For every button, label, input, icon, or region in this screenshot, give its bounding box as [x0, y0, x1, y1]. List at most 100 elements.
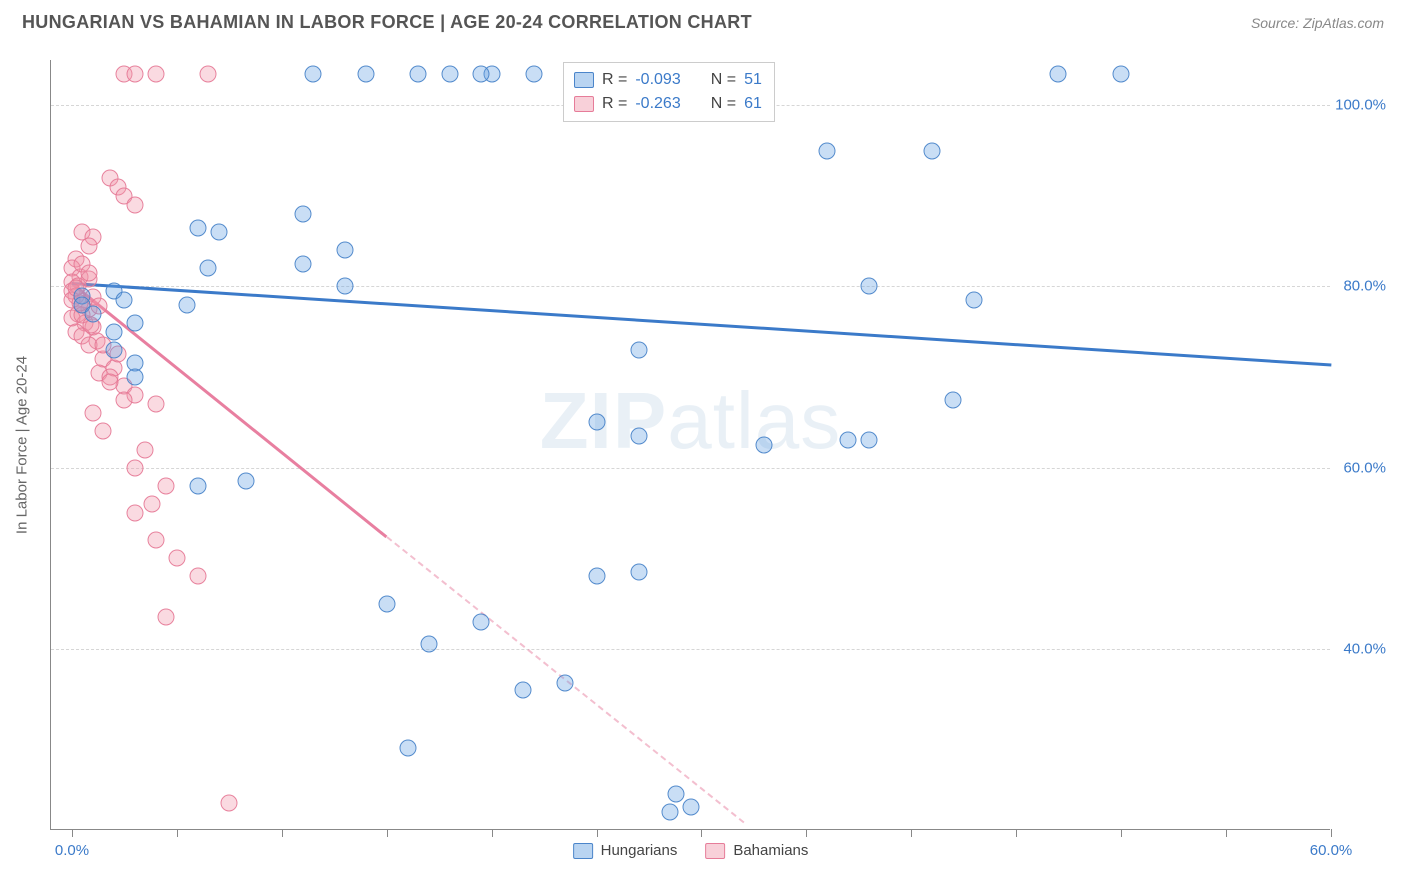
data-point-bahamians: [147, 532, 164, 549]
data-point-bahamians: [126, 196, 143, 213]
chart-title: HUNGARIAN VS BAHAMIAN IN LABOR FORCE | A…: [22, 12, 752, 33]
legend-item-blue: Hungarians: [573, 842, 678, 859]
legend-swatch: [574, 96, 594, 112]
stat-n-label: N =: [711, 95, 736, 113]
data-point-bahamians: [221, 794, 238, 811]
y-tick-label: 80.0%: [1343, 278, 1386, 295]
data-point-bahamians: [84, 405, 101, 422]
data-point-bahamians: [126, 65, 143, 82]
stat-r-value: -0.263: [635, 95, 680, 113]
data-point-hungarians: [588, 568, 605, 585]
data-point-bahamians: [168, 550, 185, 567]
data-point-hungarians: [410, 65, 427, 82]
data-point-hungarians: [557, 675, 574, 692]
x-tick: [1331, 829, 1332, 837]
data-point-hungarians: [105, 341, 122, 358]
data-point-hungarians: [336, 278, 353, 295]
data-point-hungarians: [189, 219, 206, 236]
data-point-bahamians: [143, 495, 160, 512]
data-point-hungarians: [966, 292, 983, 309]
data-point-hungarians: [238, 473, 255, 490]
plot-region: ZIPatlas 40.0%60.0%80.0%100.0%0.0%60.0%R…: [50, 60, 1330, 830]
data-point-hungarians: [668, 785, 685, 802]
data-point-bahamians: [116, 391, 133, 408]
x-tick: [1016, 829, 1017, 837]
data-point-hungarians: [525, 65, 542, 82]
x-tick: [387, 829, 388, 837]
gridline-h: [51, 468, 1330, 469]
x-tick-label: 60.0%: [1310, 842, 1353, 859]
data-point-hungarians: [399, 740, 416, 757]
watermark: ZIPatlas: [540, 375, 841, 467]
legend-swatch: [574, 72, 594, 88]
x-tick: [806, 829, 807, 837]
source-attribution: Source: ZipAtlas.com: [1251, 15, 1384, 31]
data-point-hungarians: [861, 432, 878, 449]
trend-line: [71, 282, 387, 538]
data-point-hungarians: [84, 305, 101, 322]
data-point-bahamians: [147, 65, 164, 82]
x-tick: [492, 829, 493, 837]
x-tick: [1226, 829, 1227, 837]
data-point-hungarians: [819, 142, 836, 159]
x-tick: [177, 829, 178, 837]
data-point-hungarians: [189, 477, 206, 494]
legend-swatch: [705, 843, 725, 859]
data-point-hungarians: [630, 427, 647, 444]
data-point-hungarians: [294, 206, 311, 223]
gridline-h: [51, 286, 1330, 287]
y-axis-label: In Labor Force | Age 20-24: [14, 356, 31, 534]
data-point-hungarians: [210, 224, 227, 241]
y-tick-label: 60.0%: [1343, 459, 1386, 476]
data-point-bahamians: [126, 459, 143, 476]
data-point-hungarians: [945, 391, 962, 408]
data-point-bahamians: [158, 609, 175, 626]
data-point-hungarians: [200, 260, 217, 277]
data-point-hungarians: [662, 803, 679, 820]
x-tick: [282, 829, 283, 837]
data-point-hungarians: [756, 437, 773, 454]
data-point-hungarians: [294, 255, 311, 272]
data-point-hungarians: [1113, 65, 1130, 82]
data-point-hungarians: [378, 595, 395, 612]
chart-area: In Labor Force | Age 20-24 ZIPatlas 40.0…: [40, 50, 1380, 840]
y-tick-label: 40.0%: [1343, 640, 1386, 657]
x-tick: [911, 829, 912, 837]
data-point-hungarians: [924, 142, 941, 159]
data-point-hungarians: [441, 65, 458, 82]
data-point-bahamians: [126, 504, 143, 521]
data-point-bahamians: [137, 441, 154, 458]
data-point-hungarians: [420, 636, 437, 653]
data-point-hungarians: [126, 369, 143, 386]
data-point-hungarians: [588, 414, 605, 431]
data-point-hungarians: [357, 65, 374, 82]
data-point-hungarians: [861, 278, 878, 295]
data-point-hungarians: [683, 799, 700, 816]
legend-label: Hungarians: [601, 842, 678, 859]
data-point-hungarians: [840, 432, 857, 449]
data-point-hungarians: [473, 65, 490, 82]
stat-r-value: -0.093: [635, 71, 680, 89]
x-tick: [701, 829, 702, 837]
legend-swatch: [573, 843, 593, 859]
x-tick: [597, 829, 598, 837]
data-point-bahamians: [80, 264, 97, 281]
data-point-hungarians: [630, 563, 647, 580]
data-point-hungarians: [105, 323, 122, 340]
stat-n-value: 61: [744, 95, 762, 113]
stat-n-label: N =: [711, 71, 736, 89]
data-point-bahamians: [147, 396, 164, 413]
data-point-hungarians: [336, 242, 353, 259]
data-point-hungarians: [116, 292, 133, 309]
data-point-hungarians: [515, 681, 532, 698]
data-point-bahamians: [189, 568, 206, 585]
data-point-bahamians: [101, 373, 118, 390]
data-point-hungarians: [305, 65, 322, 82]
stat-n-value: 51: [744, 71, 762, 89]
x-tick: [72, 829, 73, 837]
legend-item-pink: Bahamians: [705, 842, 808, 859]
data-point-bahamians: [200, 65, 217, 82]
data-point-hungarians: [473, 613, 490, 630]
stat-r-label: R =: [602, 95, 627, 113]
series-legend: Hungarians Bahamians: [573, 842, 809, 859]
